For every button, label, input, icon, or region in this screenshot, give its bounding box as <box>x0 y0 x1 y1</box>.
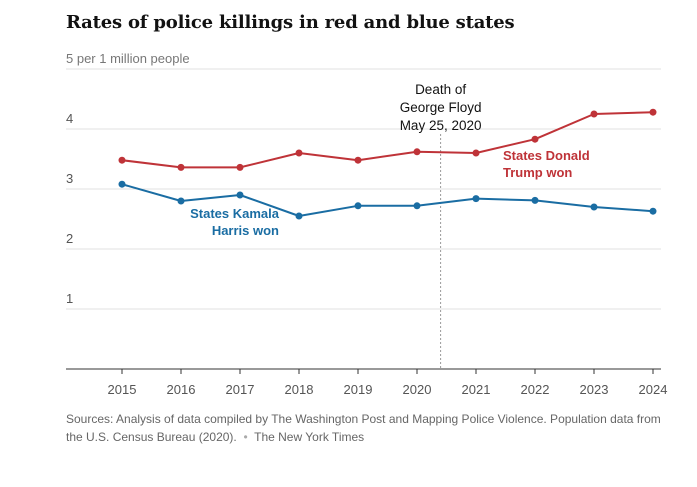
series-line-0 <box>121 111 654 169</box>
series-line-1 <box>121 183 654 217</box>
data-point-0-2015 <box>118 156 126 164</box>
y-tick-label-5: 5 per 1 million people <box>66 51 190 66</box>
series-group <box>118 108 657 220</box>
data-point-0-2021 <box>472 149 480 157</box>
data-point-1-2024 <box>649 207 657 215</box>
data-point-1-2023 <box>590 203 598 211</box>
data-point-0-2023 <box>590 110 598 118</box>
data-point-0-2022 <box>531 135 539 143</box>
x-tick-label-2017: 2017 <box>226 382 255 397</box>
x-tick-label-2021: 2021 <box>462 382 491 397</box>
source-text: Sources: Analysis of data compiled by Th… <box>66 412 661 444</box>
x-tick-label-2020: 2020 <box>403 382 432 397</box>
credit-text: The New York Times <box>254 430 365 444</box>
x-tick-label-2023: 2023 <box>580 382 609 397</box>
x-tick-label-2018: 2018 <box>285 382 314 397</box>
annotation-text-line-2: May 25, 2020 <box>400 118 482 133</box>
series-label-red-line-0: States Donald <box>503 148 590 163</box>
series-label-red-line-1: Trump won <box>503 165 572 180</box>
x-tick-label-2024: 2024 <box>639 382 668 397</box>
data-point-0-2018 <box>295 149 303 157</box>
grid-lines <box>66 68 661 310</box>
y-tick-label-2: 2 <box>66 231 73 246</box>
y-tick-label-4: 4 <box>66 111 73 126</box>
x-tick-label-2022: 2022 <box>521 382 550 397</box>
data-point-0-2024 <box>649 108 657 116</box>
x-axis: 2015 2016 2017 2018 2019 2020 2021 2022 2023 2024 <box>66 368 668 397</box>
annotation: Death of George Floyd May 25, 2020 <box>400 82 482 369</box>
annotation-text-line-1: George Floyd <box>400 100 482 115</box>
data-point-0-2017 <box>236 163 244 171</box>
chart-title: Rates of police killings in red and blue… <box>66 12 515 33</box>
data-point-1-2020 <box>413 202 421 210</box>
data-point-1-2017 <box>236 191 244 199</box>
source-note: Sources: Analysis of data compiled by Th… <box>66 410 666 446</box>
series-label-blue-line-0: States Kamala <box>190 206 280 221</box>
separator: • <box>240 430 251 444</box>
x-tick-label-2016: 2016 <box>167 382 196 397</box>
data-point-0-2019 <box>354 156 362 164</box>
data-point-1-2015 <box>118 180 126 188</box>
data-point-1-2016 <box>177 197 185 205</box>
data-point-0-2020 <box>413 148 421 156</box>
series-label-blue-line-1: Harris won <box>212 223 279 238</box>
data-point-1-2018 <box>295 212 303 220</box>
data-point-1-2021 <box>472 195 480 203</box>
data-point-1-2022 <box>531 196 539 204</box>
x-tick-label-2015: 2015 <box>108 382 137 397</box>
y-axis: 1 2 3 4 5 per 1 million people <box>66 51 190 306</box>
data-point-1-2019 <box>354 202 362 210</box>
annotation-text-line-0: Death of <box>415 82 466 97</box>
y-tick-label-1: 1 <box>66 291 73 306</box>
y-tick-label-3: 3 <box>66 171 73 186</box>
series-labels: States Donald Trump won States Kamala Harri… <box>190 148 590 238</box>
x-tick-label-2019: 2019 <box>344 382 373 397</box>
data-point-0-2016 <box>177 163 185 171</box>
